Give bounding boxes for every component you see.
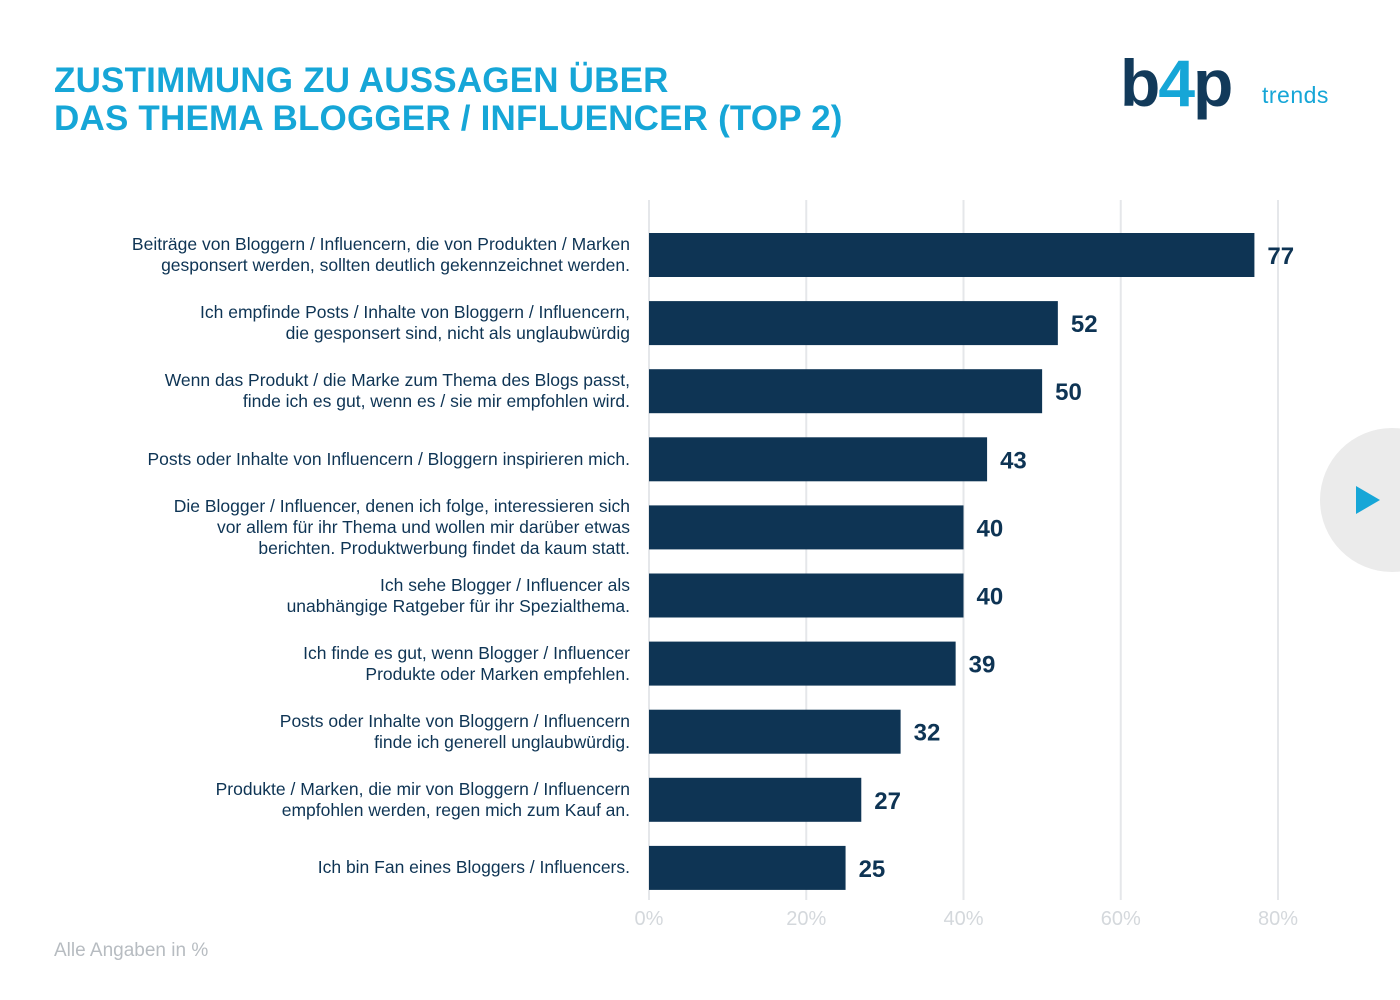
bar: [649, 573, 964, 618]
b4p-trends-logo: b4p trends: [1120, 48, 1360, 128]
bar: [649, 505, 964, 550]
x-tick-label: 0%: [635, 908, 664, 930]
bar: [649, 709, 901, 754]
bar-value-label: 27: [874, 788, 901, 815]
x-tick-label: 20%: [786, 908, 826, 930]
category-label: Ich finde es gut, wenn Blogger / Influen…: [303, 642, 630, 684]
logo-mark-p: p: [1193, 46, 1233, 120]
category-label: Ich empfinde Posts / Inhalte von Blogger…: [200, 302, 630, 344]
chart-title: ZUSTIMMUNG ZU AUSSAGEN ÜBER DAS THEMA BL…: [54, 62, 843, 138]
bar-value-label: 32: [914, 720, 941, 747]
chart-title-line-2: DAS THEMA BLOGGER / INFLUENCER (TOP 2): [54, 99, 843, 138]
bar-value-label: 77: [1267, 243, 1294, 270]
category-label: Wenn das Produkt / die Marke zum Thema d…: [164, 370, 630, 412]
category-label: Posts oder Inhalte von Bloggern / Influe…: [279, 710, 630, 752]
bar-value-label: 43: [1000, 447, 1027, 474]
x-tick-label: 40%: [943, 908, 983, 930]
category-labels: Beiträge von Bloggern / Influencern, die…: [0, 0, 640, 1000]
logo-mark-b: b: [1120, 46, 1160, 120]
footnote: Alle Angaben in %: [54, 940, 209, 961]
bar-value-label: 50: [1055, 379, 1082, 406]
category-label: Produkte / Marken, die mir von Bloggern …: [215, 778, 630, 820]
bar: [649, 777, 862, 822]
category-label: Posts oder Inhalte von Influencern / Blo…: [147, 448, 631, 469]
category-label: Ich bin Fan eines Bloggers / Influencers…: [317, 857, 630, 878]
logo-mark-plus: 4: [1158, 46, 1195, 120]
bar: [649, 437, 988, 482]
play-icon: [1356, 486, 1380, 514]
category-label: Beiträge von Bloggern / Influencern, die…: [131, 234, 630, 275]
bar: [649, 301, 1058, 346]
bar: [649, 845, 846, 890]
logo-mark: b4p: [1120, 46, 1233, 120]
category-label: Die Blogger / Influencer, denen ich folg…: [173, 495, 630, 558]
category-label: Ich sehe Blogger / Influencer als unabhä…: [286, 574, 630, 616]
bar-value-label: 25: [859, 856, 886, 883]
bar: [649, 641, 956, 686]
bar: [649, 369, 1043, 414]
chart-title-line-1: ZUSTIMMUNG ZU AUSSAGEN ÜBER: [54, 61, 669, 100]
x-tick-label: 60%: [1101, 908, 1141, 930]
bar-value-label: 40: [977, 515, 1004, 542]
bar-value-label: 52: [1071, 311, 1098, 338]
bar: [649, 233, 1255, 277]
x-tick-label: 80%: [1258, 908, 1298, 930]
bar-value-label: 39: [969, 652, 996, 679]
bar-value-label: 40: [977, 584, 1004, 611]
logo-subtitle: trends: [1262, 82, 1329, 108]
